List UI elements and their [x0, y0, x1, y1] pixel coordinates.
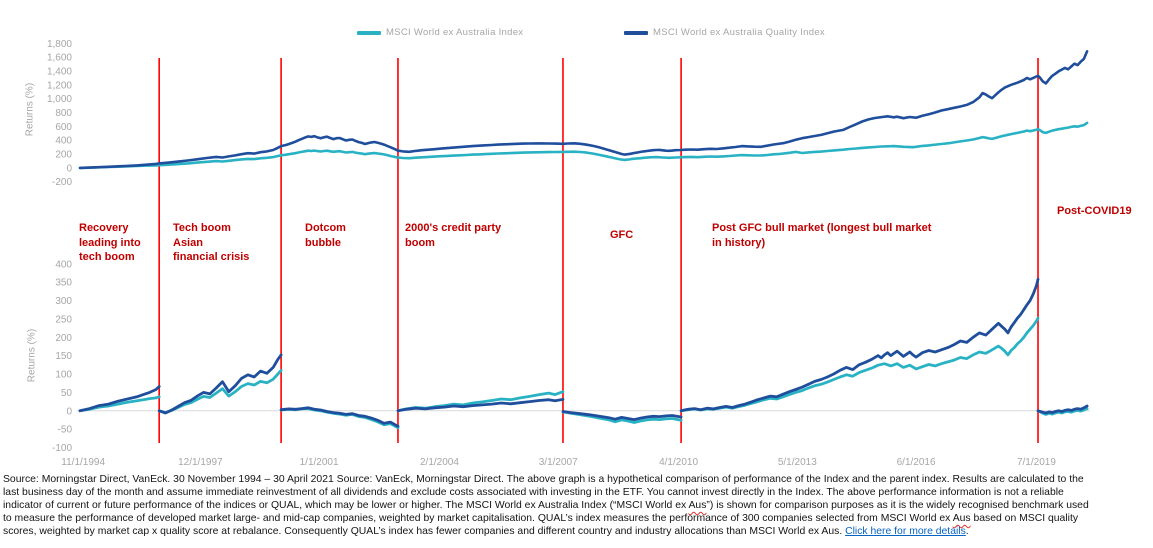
period-label-gfc: GFC — [610, 228, 633, 243]
legend-item-msci-quality: MSCI World ex Australia Quality Index — [624, 27, 825, 38]
disclaimer-line: indicator of current or future performan… — [3, 500, 1089, 513]
bottom-chart-y-tick-label: 50 — [61, 388, 73, 399]
period-label-recovery: Recovery leading into tech boom — [79, 221, 141, 265]
top-chart-y-axis-title: Returns (%) — [24, 82, 36, 137]
bottom-chart-y-tick-label: 350 — [55, 278, 72, 289]
bottom-chart-series-segment — [1036, 404, 1089, 415]
bottom-chart-y-tick-label: 100 — [55, 370, 72, 381]
x-axis-tick-label: 6/1/2016 — [897, 457, 936, 468]
top-chart-series-line — [78, 121, 1089, 170]
disclaimer-segment: indicator of current or future performan… — [3, 499, 689, 511]
x-axis-tick-label: 2/1/2004 — [420, 457, 459, 468]
period-label-line: tech boom — [79, 251, 135, 263]
more-details-link[interactable]: Click here for more details — [845, 525, 966, 537]
legend-label: MSCI World ex Australia Quality Index — [653, 27, 825, 38]
period-label-line: Post-COVID19 — [1057, 205, 1132, 217]
bottom-chart-y-tick-label: 300 — [55, 296, 72, 307]
bottom-chart-y-tick-label: -100 — [52, 443, 72, 454]
disclaimer-segment: scores, weighted by market cap x quality… — [3, 525, 846, 537]
disclaimer-line: to measure the performance of developed … — [3, 513, 1089, 526]
x-axis-tick-label: 5/1/2013 — [778, 457, 817, 468]
period-label-line: Asian — [173, 236, 203, 249]
period-label-post-covid: Post-COVID19 — [1057, 204, 1132, 219]
period-label-line: leading into — [79, 236, 141, 249]
bottom-chart-y-tick-label: 0 — [66, 406, 72, 417]
top-chart-y-tick-label: 1,200 — [47, 80, 72, 91]
bottom-chart-series-segment — [396, 397, 565, 413]
top-chart-y-tick-label: 800 — [55, 108, 72, 119]
bottom-chart-y-tick-label: 200 — [55, 333, 72, 344]
bottom-chart-series-segment — [78, 385, 161, 413]
period-label-tech-boom: Tech boom Asian financial crisis — [173, 221, 249, 265]
period-label-line: boom — [405, 236, 435, 249]
period-label-credit-boom: 2000's credit party boom — [405, 221, 501, 250]
bottom-chart-y-tick-label: 400 — [55, 259, 72, 270]
top-chart-y-tick-label: -200 — [52, 177, 72, 188]
spellcheck-flagged-text: Aus — [688, 499, 707, 511]
period-label-line: Recovery — [79, 222, 129, 234]
bottom-chart-y-tick-label: 250 — [55, 314, 72, 325]
x-axis-tick-label: 12/1/1997 — [178, 457, 223, 468]
period-label-line: Dotcom — [305, 222, 346, 234]
disclaimer-segment: Source: Morningstar Direct, VanEck. 30 N… — [3, 474, 1084, 485]
top-chart-y-tick-label: 1,600 — [47, 53, 72, 64]
disclaimer-line: last business day of the month and assum… — [3, 487, 1089, 500]
bottom-chart-y-tick-label: 150 — [55, 351, 72, 362]
bottom-chart-y-tick-label: -50 — [58, 425, 73, 436]
disclaimer-segment: based on MSCI quality — [970, 512, 1079, 524]
bottom-chart-series-segment — [279, 407, 400, 430]
top-chart-y-tick-label: 1,400 — [47, 66, 72, 77]
period-label-line: financial crisis — [173, 251, 250, 263]
disclaimer-segment: to measure the performance of developed … — [3, 512, 953, 524]
spellcheck-flagged-text: Aus — [952, 512, 971, 524]
top-chart-series-line — [78, 49, 1089, 170]
x-axis-tick-label: 3/1/2007 — [539, 457, 578, 468]
bottom-chart-series-segment — [157, 353, 283, 415]
disclaimer-line: scores, weighted by market cap x quality… — [3, 526, 1089, 539]
bottom-chart-series-segment — [279, 406, 400, 428]
disclaimer-segment: last business day of the month and assum… — [3, 486, 1064, 498]
bottom-chart-series-segment — [679, 277, 1040, 413]
period-label-line: 2000's credit party — [405, 222, 502, 234]
disclaimer-text: Source: Morningstar Direct, VanEck. 30 N… — [3, 474, 1089, 539]
legend-item-msci-world: MSCI World ex Australia Index — [357, 27, 523, 38]
legend-swatch-navy — [624, 30, 648, 35]
top-chart-y-tick-label: 1,800 — [47, 39, 72, 50]
period-label-line: Tech boom — [173, 222, 231, 234]
period-label-dotcom: Dotcom bubble — [305, 221, 346, 250]
x-axis-tick-label: 11/1/1994 — [61, 457, 105, 468]
x-axis-tick-label: 7/1/2019 — [1017, 457, 1056, 468]
period-label-line: bubble — [305, 236, 342, 249]
period-label-line: Post GFC bull market (longest bull marke… — [712, 222, 932, 234]
disclaimer-line: Source: Morningstar Direct, VanEck. 30 N… — [3, 474, 1089, 487]
legend-swatch-teal — [357, 30, 381, 35]
bottom-chart-y-axis-title: Returns (%) — [26, 328, 38, 383]
top-chart-y-tick-label: 400 — [55, 136, 72, 147]
period-label-line: in history) — [712, 236, 766, 249]
disclaimer-segment: . — [965, 525, 969, 537]
top-chart-y-tick-label: 600 — [55, 122, 72, 133]
top-chart-y-tick-label: 200 — [55, 150, 72, 161]
period-label-line: GFC — [610, 229, 634, 241]
x-axis-tick-label: 4/1/2010 — [659, 457, 698, 468]
bottom-chart-series-segment — [561, 410, 683, 422]
top-chart-y-tick-label: 1,000 — [47, 94, 72, 105]
period-label-post-gfc: Post GFC bull market (longest bull marke… — [712, 221, 931, 250]
x-axis-tick-label: 1/1/2001 — [300, 457, 339, 468]
top-chart-y-tick-label: 0 — [66, 163, 72, 174]
disclaimer-segment: ”) is shown for comparison purposes as i… — [706, 499, 1089, 511]
legend-label: MSCI World ex Australia Index — [386, 27, 524, 38]
